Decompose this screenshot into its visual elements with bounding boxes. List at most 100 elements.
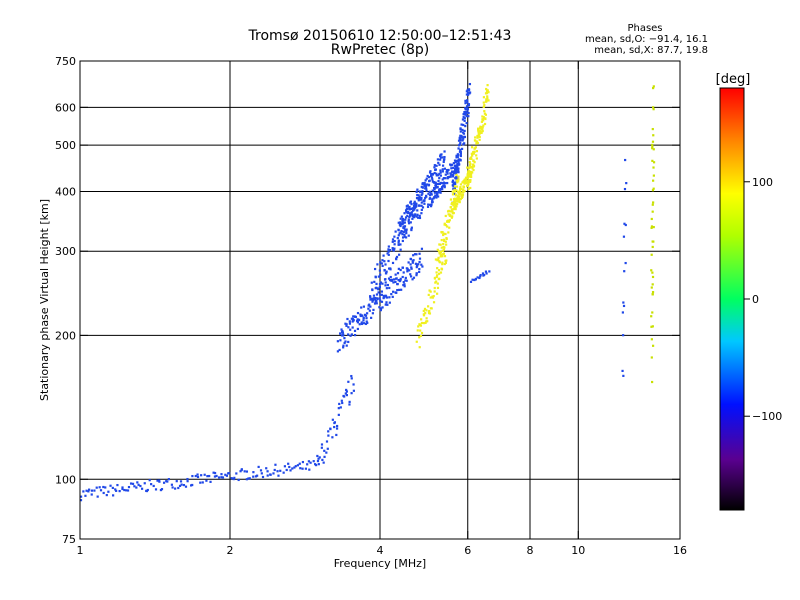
data-point <box>402 281 405 284</box>
data-point <box>651 127 654 131</box>
data-point <box>445 237 448 241</box>
data-point <box>482 96 486 99</box>
data-point <box>102 485 105 489</box>
data-point <box>485 87 488 91</box>
data-point <box>420 196 423 200</box>
data-point <box>437 191 440 194</box>
data-point <box>174 487 177 490</box>
data-point <box>404 279 407 282</box>
data-point <box>423 307 427 311</box>
data-point <box>383 260 386 263</box>
data-point <box>459 183 463 186</box>
data-point <box>409 221 412 224</box>
data-point <box>463 189 466 193</box>
data-point <box>478 138 481 141</box>
data-point <box>369 298 372 301</box>
data-point <box>466 91 470 94</box>
data-point <box>473 139 477 142</box>
data-point <box>404 216 408 219</box>
data-point <box>403 225 407 228</box>
data-point <box>390 279 394 282</box>
data-point <box>411 278 414 281</box>
data-point <box>442 184 445 188</box>
data-points <box>79 82 656 502</box>
data-point <box>406 214 409 217</box>
data-point <box>437 250 441 253</box>
data-point <box>469 180 472 183</box>
data-point <box>282 471 285 474</box>
data-point <box>421 265 424 268</box>
data-point <box>375 299 378 303</box>
data-point <box>383 269 386 272</box>
data-point <box>625 182 628 185</box>
data-point <box>379 273 382 276</box>
data-point <box>273 468 276 472</box>
data-point <box>464 107 467 110</box>
data-point <box>468 91 472 94</box>
data-point <box>217 476 221 479</box>
data-point <box>373 267 377 271</box>
x-axis-label: Frequency [MHz] <box>334 557 426 570</box>
data-point <box>623 187 627 191</box>
data-point <box>121 486 124 489</box>
data-point <box>436 158 440 161</box>
data-point <box>417 199 420 202</box>
data-point <box>306 463 309 466</box>
data-point <box>466 99 469 102</box>
data-point <box>465 181 469 185</box>
data-point <box>394 230 397 233</box>
data-point <box>247 477 250 480</box>
data-point <box>191 483 194 487</box>
data-point <box>127 485 131 489</box>
data-point <box>466 93 470 96</box>
data-point <box>652 106 655 109</box>
data-point <box>339 339 342 342</box>
data-point <box>472 164 476 168</box>
data-point <box>186 480 189 483</box>
data-point <box>454 200 457 203</box>
data-point <box>651 203 654 206</box>
data-point <box>372 308 375 312</box>
data-point <box>352 389 355 392</box>
data-point <box>392 281 395 284</box>
data-point <box>412 204 416 208</box>
data-point <box>402 222 405 225</box>
data-point <box>356 327 359 331</box>
data-point <box>451 184 454 187</box>
data-point <box>320 446 323 449</box>
data-point <box>459 154 462 158</box>
data-point <box>415 190 418 193</box>
data-point <box>209 480 212 483</box>
data-point <box>439 188 442 191</box>
data-point <box>476 136 479 139</box>
data-point <box>429 170 432 173</box>
data-point <box>150 483 153 486</box>
data-point <box>439 189 442 192</box>
data-point <box>418 195 421 199</box>
data-point <box>652 179 655 182</box>
data-point <box>442 233 445 237</box>
data-point <box>448 213 451 216</box>
data-point <box>435 196 438 199</box>
data-point <box>186 477 189 481</box>
data-point <box>415 215 418 218</box>
data-point <box>414 213 417 216</box>
data-point <box>399 223 402 226</box>
data-point <box>437 174 440 177</box>
data-point <box>652 148 655 151</box>
data-point <box>461 188 465 191</box>
data-point <box>272 472 275 475</box>
data-point <box>481 129 484 133</box>
data-point <box>315 464 318 467</box>
data-point <box>420 185 423 189</box>
data-point <box>397 221 400 224</box>
data-point <box>401 217 405 221</box>
data-point <box>391 261 395 265</box>
data-point <box>456 153 460 156</box>
data-point <box>416 193 419 197</box>
data-point <box>460 188 463 191</box>
data-point <box>205 479 208 482</box>
data-point <box>143 482 146 485</box>
data-point <box>293 466 296 469</box>
data-point <box>450 215 453 219</box>
